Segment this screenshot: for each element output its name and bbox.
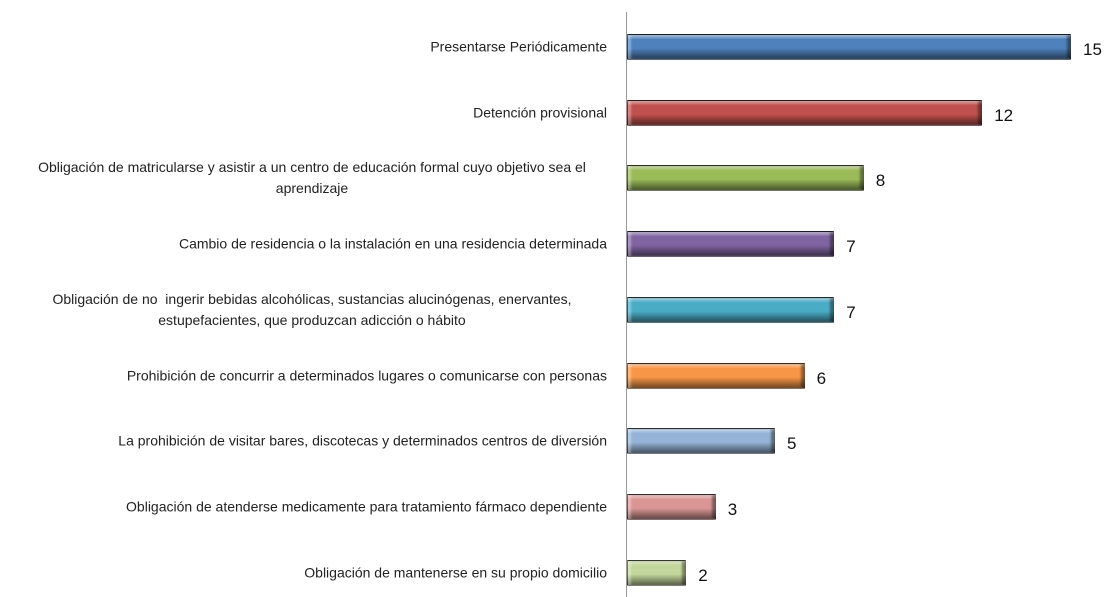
bar bbox=[627, 296, 835, 323]
axis-line bbox=[626, 12, 627, 597]
value-label: 7 bbox=[846, 237, 856, 257]
bar bbox=[627, 165, 864, 192]
value-label: 5 bbox=[787, 434, 797, 454]
value-label: 15 bbox=[1083, 40, 1102, 59]
category-label: Prohibición de concurrir a determinados … bbox=[126, 367, 607, 383]
bar bbox=[627, 34, 1071, 60]
bar bbox=[627, 428, 775, 455]
category-label: Obligación de mantenerse en su propio do… bbox=[304, 564, 607, 581]
category-label: Obligación de no ingerir bebidas alcohól… bbox=[52, 290, 576, 328]
value-label: 3 bbox=[727, 499, 738, 519]
bar bbox=[627, 231, 835, 258]
value-label: 7 bbox=[846, 302, 856, 322]
category-label: Cambio de residencia o la instalación en… bbox=[178, 235, 607, 252]
bar bbox=[627, 559, 687, 586]
bar bbox=[627, 362, 805, 389]
category-label: Presentarse Periódicamente bbox=[430, 38, 607, 55]
category-label: La prohibición de visitar bares, discote… bbox=[118, 432, 607, 449]
bar bbox=[627, 493, 716, 520]
bar bbox=[627, 99, 983, 126]
value-label: 12 bbox=[994, 105, 1014, 125]
category-label: Detención provisional bbox=[473, 104, 607, 121]
value-label: 6 bbox=[816, 368, 827, 388]
value-label: 2 bbox=[698, 565, 708, 585]
category-label: Obligación de matricularse y asistir a u… bbox=[38, 159, 590, 197]
category-label: Obligación de atenderse medicamente para… bbox=[126, 498, 607, 515]
value-label: 8 bbox=[875, 171, 886, 191]
